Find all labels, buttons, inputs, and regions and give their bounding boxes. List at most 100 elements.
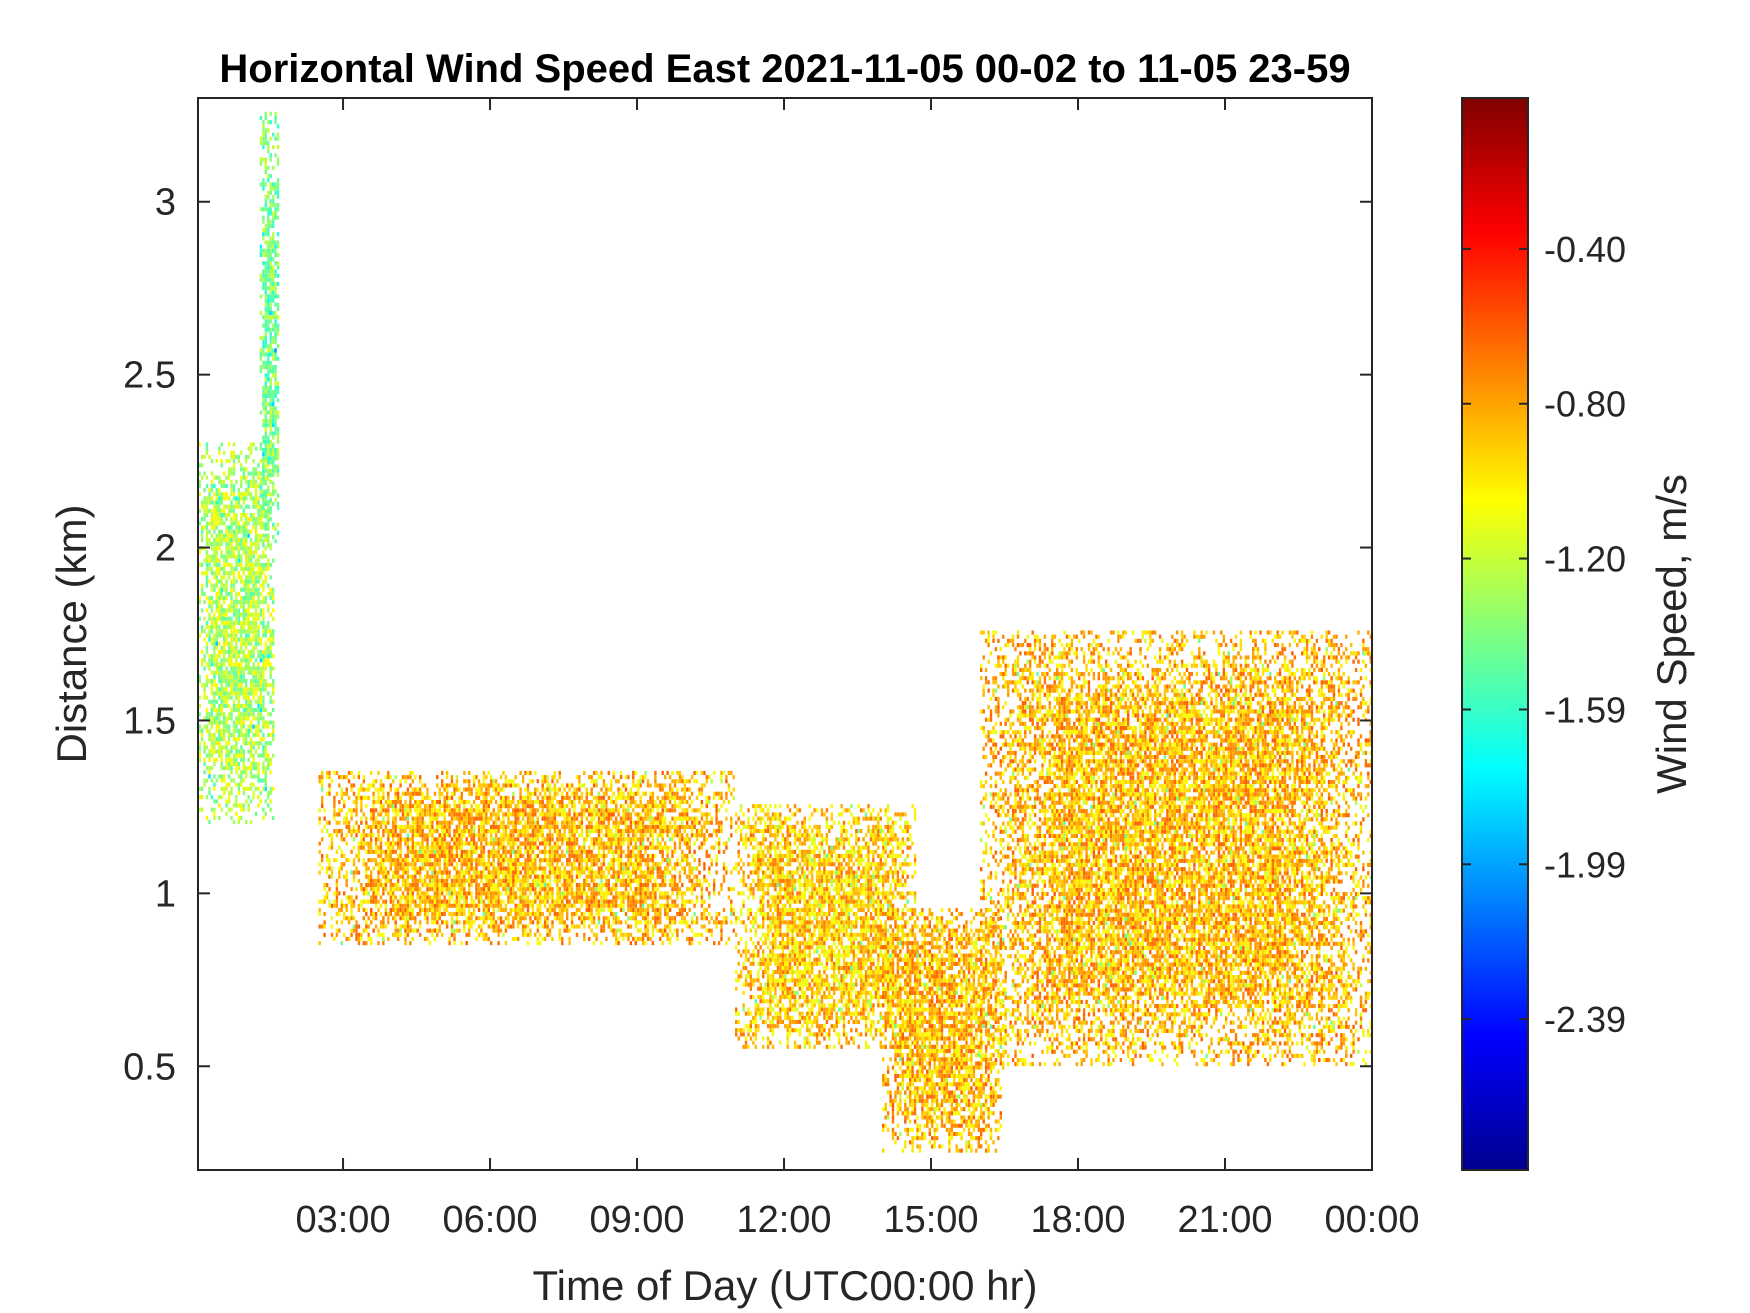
heatmap-cell: [397, 904, 399, 908]
heatmap-cell: [407, 842, 409, 846]
heatmap-cell: [419, 879, 421, 883]
heatmap-cell: [485, 891, 487, 895]
heatmap-cell: [466, 879, 468, 883]
heatmap-cell: [346, 775, 348, 779]
heatmap-cell: [213, 662, 215, 666]
heatmap-cell: [346, 895, 348, 899]
heatmap-cell: [260, 116, 262, 120]
heatmap-cell: [272, 398, 274, 402]
heatmap-cell: [265, 299, 267, 303]
heatmap-cell: [559, 800, 561, 804]
heatmap-cell: [434, 804, 436, 808]
heatmap-cell: [262, 523, 264, 527]
heatmap-cell: [436, 920, 438, 924]
heatmap-cell: [360, 796, 362, 800]
heatmap-cell: [233, 459, 235, 463]
heatmap-cell: [216, 563, 218, 567]
heatmap-cell: [216, 750, 218, 754]
heatmap-cell: [272, 324, 274, 328]
heatmap-cell: [248, 492, 250, 496]
heatmap-cell: [380, 912, 382, 916]
heatmap-cell: [431, 850, 433, 854]
heatmap-cell: [497, 829, 499, 833]
heatmap-cell: [225, 484, 227, 488]
heatmap-cell: [272, 729, 274, 733]
heatmap-cell: [238, 783, 240, 787]
heatmap-cell: [250, 667, 252, 671]
heatmap-cell: [515, 879, 517, 883]
heatmap-cell: [446, 862, 448, 866]
heatmap-cell: [573, 862, 575, 866]
heatmap-cell: [331, 866, 333, 870]
heatmap-cell: [274, 448, 276, 452]
heatmap-cell: [255, 505, 257, 509]
heatmap-cell: [515, 904, 517, 908]
heatmap-cell: [485, 908, 487, 912]
heatmap-cell: [527, 788, 529, 792]
heatmap-cell: [368, 925, 370, 929]
heatmap-cell: [426, 908, 428, 912]
heatmap-cell: [225, 638, 227, 642]
heatmap-cell: [272, 133, 274, 137]
heatmap-cell: [409, 771, 411, 775]
heatmap-cell: [564, 929, 566, 933]
heatmap-cell: [568, 850, 570, 854]
heatmap-cell: [546, 895, 548, 899]
heatmap-cell: [417, 929, 419, 933]
heatmap-cell: [377, 866, 379, 870]
heatmap-cell: [272, 315, 274, 319]
heatmap-cell: [248, 530, 250, 534]
heatmap-cell: [338, 846, 340, 850]
heatmap-cell: [519, 912, 521, 916]
heatmap-cell: [267, 369, 269, 373]
heatmap-cell: [240, 567, 242, 571]
heatmap-cell: [576, 829, 578, 833]
heatmap-cell: [473, 908, 475, 912]
heatmap-cell: [519, 771, 521, 775]
heatmap-cell: [419, 842, 421, 846]
heatmap-cell: [260, 671, 262, 675]
heatmap-cell: [245, 741, 247, 745]
heatmap-cell: [441, 879, 443, 883]
heatmap-cell: [255, 604, 257, 608]
heatmap-cell: [265, 407, 267, 411]
heatmap-cell: [230, 592, 232, 596]
heatmap-cell: [257, 770, 259, 774]
heatmap-cell: [270, 411, 272, 415]
heatmap-cell: [456, 804, 458, 808]
heatmap-cell: [512, 825, 514, 829]
heatmap-cell: [230, 808, 232, 812]
heatmap-cell: [321, 788, 323, 792]
heatmap-cell: [262, 340, 264, 344]
heatmap-cell: [243, 787, 245, 791]
heatmap-cell: [250, 447, 252, 451]
heatmap-cell: [262, 766, 264, 770]
heatmap-cell: [495, 837, 497, 841]
heatmap-cell: [267, 270, 269, 274]
heatmap-cell: [267, 758, 269, 762]
heatmap-cell: [230, 679, 232, 683]
heatmap-cell: [434, 871, 436, 875]
heatmap-cell: [497, 808, 499, 812]
heatmap-cell: [225, 633, 227, 637]
heatmap-cell: [216, 538, 218, 542]
heatmap-cell: [262, 348, 264, 352]
heatmap-cell: [466, 808, 468, 812]
heatmap-cell: [262, 145, 264, 149]
heatmap-cell: [208, 654, 210, 658]
heatmap-cell: [571, 912, 573, 916]
heatmap-cell: [571, 837, 573, 841]
heatmap-cell: [243, 534, 245, 538]
heatmap-cell: [566, 825, 568, 829]
heatmap-cell: [346, 879, 348, 883]
heatmap-cell: [566, 862, 568, 866]
heatmap-cell: [265, 534, 267, 538]
heatmap-cell: [243, 513, 245, 517]
heatmap-cell: [230, 650, 232, 654]
heatmap-cell: [257, 509, 259, 513]
heatmap-cell: [243, 791, 245, 795]
heatmap-cell: [493, 862, 495, 866]
heatmap-cell: [245, 546, 247, 550]
heatmap-cell: [424, 846, 426, 850]
heatmap-cell: [404, 895, 406, 899]
